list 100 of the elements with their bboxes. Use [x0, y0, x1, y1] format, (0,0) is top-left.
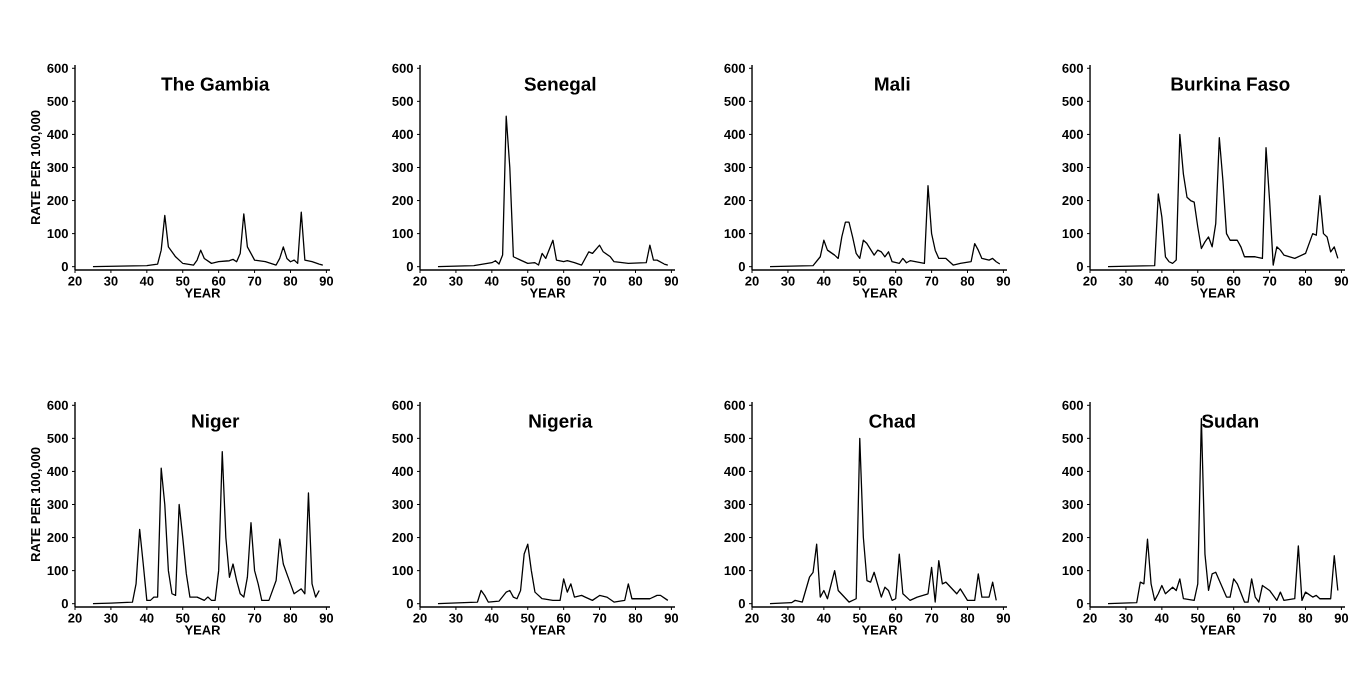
y-tick-label: 600: [392, 63, 413, 73]
x-tick-label: 80: [283, 276, 298, 286]
x-tick-label: 60: [888, 276, 903, 286]
x-tick-label: 90: [664, 276, 679, 286]
y-tick-label: 600: [47, 63, 68, 73]
y-tick-label: 0: [61, 262, 68, 272]
x-axis-title: YEAR: [184, 288, 221, 298]
x-axis-title: YEAR: [184, 625, 221, 635]
y-tick-label: 0: [406, 262, 413, 272]
x-tick-label: 70: [592, 613, 607, 623]
x-axis-title: YEAR: [1199, 288, 1236, 298]
x-tick-label: 70: [924, 276, 939, 286]
y-tick-label: 500: [47, 433, 68, 443]
y-tick-label: 100: [47, 566, 68, 576]
y-tick-label: 400: [392, 466, 413, 477]
x-tick-label: 40: [139, 276, 154, 286]
x-tick-label: 50: [520, 276, 535, 286]
y-tick-label: 0: [738, 262, 745, 272]
y-tick-label: 400: [724, 129, 745, 140]
x-tick-label: 20: [413, 613, 427, 623]
x-tick-label: 20: [413, 276, 427, 286]
y-tick-label: 600: [1062, 63, 1083, 73]
x-tick-label: 70: [924, 613, 939, 623]
x-tick-label: 30: [1119, 613, 1133, 623]
x-tick-label: 50: [852, 613, 867, 623]
x-tick-label: 40: [139, 613, 154, 623]
y-axis-title: RATE PER 100,000: [30, 110, 43, 225]
y-tick-label: 200: [392, 532, 413, 543]
x-tick-label: 80: [960, 276, 975, 286]
x-tick-label: 30: [104, 613, 118, 623]
y-tick-label: 400: [392, 129, 413, 140]
y-tick-label: 0: [738, 599, 745, 609]
y-tick-label: 500: [1062, 433, 1083, 443]
x-tick-label: 30: [781, 613, 795, 623]
x-tick-label: 90: [664, 613, 679, 623]
x-tick-label: 70: [247, 613, 262, 623]
x-tick-label: 90: [1334, 276, 1349, 286]
y-tick-label: 200: [724, 195, 745, 206]
x-tick-label: 40: [484, 276, 499, 286]
y-tick-label: 300: [392, 162, 413, 173]
x-tick-label: 20: [1083, 613, 1097, 623]
x-tick-label: 20: [68, 613, 82, 623]
x-axis-title: YEAR: [861, 288, 898, 298]
line-series: [769, 185, 1001, 268]
x-tick-label: 20: [1083, 276, 1097, 286]
x-tick-label: 50: [852, 276, 867, 286]
y-tick-label: 500: [724, 433, 745, 443]
text: Niger: [192, 413, 240, 432]
x-tick-label: 70: [1262, 613, 1277, 623]
x-axis-title: YEAR: [1199, 625, 1236, 635]
x-tick-label: 50: [520, 613, 535, 623]
y-tick-label: 200: [1062, 532, 1083, 543]
y-tick-label: 600: [392, 400, 413, 410]
chart-title: Mali: [875, 76, 910, 91]
y-tick-label: 100: [392, 566, 413, 576]
y-tick-label: 300: [47, 162, 68, 173]
y-tick-label: 100: [724, 566, 745, 576]
y-tick-label: 200: [392, 195, 413, 206]
text: Senegal: [524, 76, 596, 95]
y-tick-label: 600: [724, 400, 745, 410]
y-tick-label: 300: [392, 499, 413, 510]
y-tick-label: 600: [47, 400, 68, 410]
y-tick-label: 500: [1062, 96, 1083, 106]
y-tick-label: 300: [724, 499, 745, 510]
x-tick-label: 50: [1190, 276, 1205, 286]
x-tick-label: 90: [1334, 613, 1349, 623]
x-tick-label: 90: [996, 276, 1011, 286]
x-tick-label: 50: [1190, 613, 1205, 623]
x-tick-label: 80: [960, 613, 975, 623]
x-tick-label: 40: [1154, 276, 1169, 286]
x-tick-label: 60: [556, 276, 571, 286]
x-tick-label: 50: [175, 613, 190, 623]
x-tick-label: 90: [996, 613, 1011, 623]
line-series: [437, 115, 669, 268]
y-tick-label: 300: [1062, 499, 1083, 510]
line-series: [437, 543, 669, 605]
x-tick-label: 50: [175, 276, 190, 286]
line-series: [769, 437, 997, 605]
chart-title: Sudan: [1201, 413, 1259, 428]
line-series: [92, 211, 324, 268]
y-tick-label: 400: [724, 466, 745, 477]
y-tick-label: 200: [47, 532, 68, 543]
x-tick-label: 60: [1226, 613, 1241, 623]
y-tick-label: 600: [724, 63, 745, 73]
x-tick-label: 20: [745, 276, 759, 286]
y-tick-label: 0: [1076, 599, 1083, 609]
y-tick-label: 0: [406, 599, 413, 609]
y-tick-label: 400: [1062, 466, 1083, 477]
y-tick-label: 500: [392, 433, 413, 443]
chart-title: Chad: [869, 413, 915, 428]
chart-title: Burkina Faso: [1171, 76, 1290, 91]
y-tick-label: 400: [1062, 129, 1083, 140]
x-tick-label: 20: [745, 613, 759, 623]
line-series: [1107, 133, 1339, 268]
text: Nigeria: [529, 413, 593, 432]
line-series: [92, 450, 320, 605]
y-tick-label: 0: [1076, 262, 1083, 272]
y-tick-label: 100: [47, 229, 68, 239]
x-tick-label: 60: [1226, 276, 1241, 286]
x-tick-label: 30: [1119, 276, 1133, 286]
